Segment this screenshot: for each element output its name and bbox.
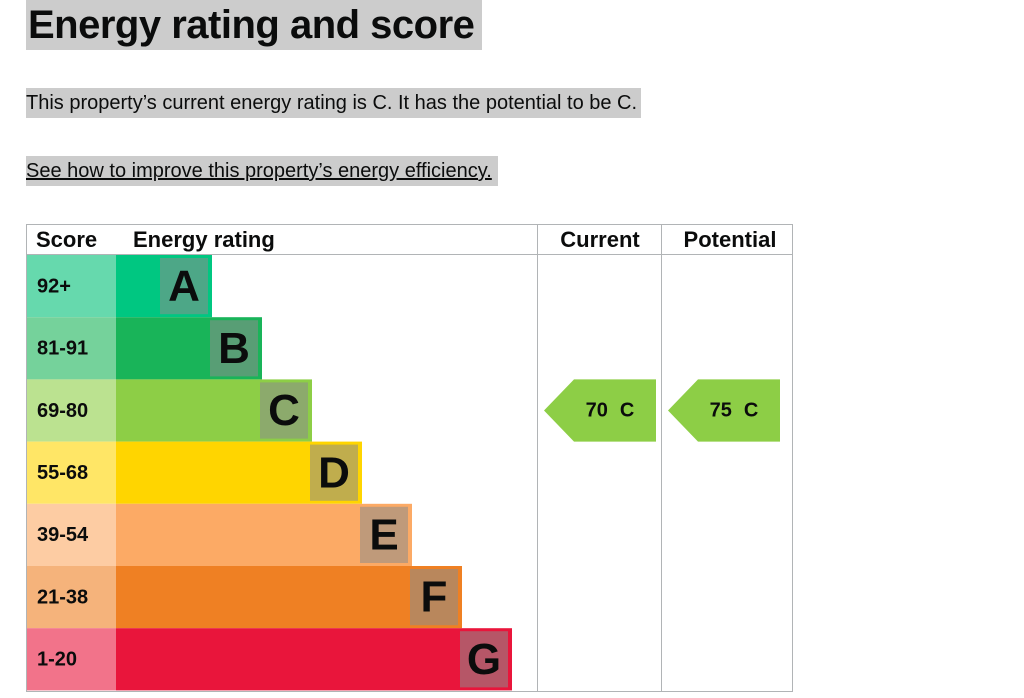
letter-highlight — [360, 506, 408, 563]
score-label: 1-20 — [37, 649, 77, 671]
score-label: 69-80 — [37, 400, 88, 422]
score-cell — [27, 503, 116, 566]
potential-arrow — [668, 379, 780, 442]
current-score: 70 — [586, 400, 608, 422]
score-cell — [27, 317, 116, 380]
rating-bar — [116, 566, 462, 629]
column-header: Current — [560, 227, 640, 252]
score-cell — [27, 628, 116, 691]
page-title: Energy rating and score — [26, 0, 483, 50]
score-label: 92+ — [37, 275, 71, 297]
rating-letter: B — [218, 324, 250, 373]
letter-highlight — [260, 382, 308, 439]
rating-letter: D — [318, 448, 350, 497]
rating-letter: G — [467, 635, 501, 684]
score-label: 81-91 — [37, 338, 88, 360]
letter-highlight — [410, 569, 458, 626]
current-letter: C — [620, 400, 634, 422]
column-header: Score — [36, 227, 97, 252]
column-header: Energy rating — [133, 227, 275, 252]
rating-bar — [116, 628, 512, 691]
score-cell — [27, 566, 116, 629]
rating-letter: F — [421, 573, 448, 622]
current-arrow — [544, 379, 656, 442]
rating-letter: A — [168, 262, 200, 311]
improve-link[interactable]: See how to improve this property’s energ… — [26, 156, 498, 186]
column-header: Potential — [684, 227, 777, 252]
summary-text: This property’s current energy rating is… — [26, 88, 642, 118]
score-cell — [27, 379, 116, 442]
current-label: 70 C — [586, 400, 635, 422]
letter-highlight — [210, 320, 258, 377]
rating-letter: E — [369, 511, 398, 560]
rating-letter: C — [268, 386, 300, 435]
score-label: 21-38 — [37, 586, 88, 608]
potential-label: 75 C — [710, 400, 759, 422]
score-label: 55-68 — [37, 462, 88, 484]
table-border — [26, 224, 793, 692]
score-label: 39-54 — [37, 524, 89, 546]
potential-score: 75 — [710, 400, 732, 422]
score-cell — [27, 441, 116, 504]
potential-letter: C — [744, 400, 758, 422]
letter-highlight — [310, 444, 358, 501]
letter-highlight — [460, 631, 508, 688]
score-cell — [27, 255, 116, 318]
letter-highlight — [160, 258, 208, 315]
